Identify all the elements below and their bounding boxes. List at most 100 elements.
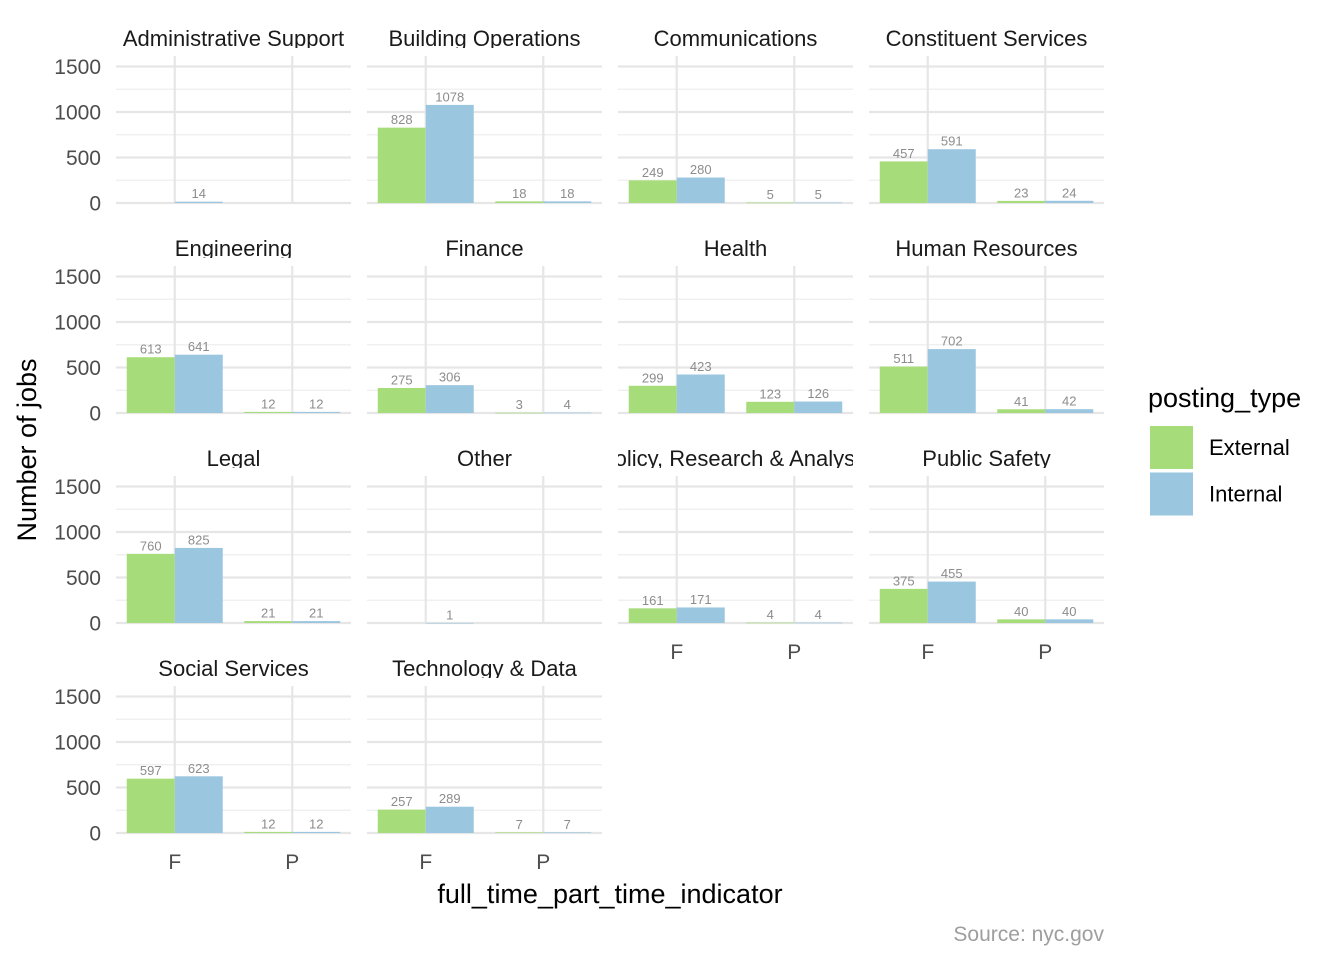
legend-item-external: External [1150,426,1290,469]
y-tick-label: 1000 [54,102,101,125]
data-label: 825 [188,532,210,547]
facet-other: Other 1 [367,446,602,625]
data-label: 4 [564,397,571,412]
facet-social-services: Social Services 0 500 1000 1500 597 623 12 12 F P [54,656,351,874]
bar-external-f [628,180,677,203]
data-label: 641 [188,339,210,354]
bar-external-p [244,411,293,413]
data-label: 591 [941,134,963,149]
bar-external-p [244,831,293,833]
x-tick-label: P [285,851,299,874]
legend-label: External [1209,435,1290,460]
y-tick-label: 1000 [54,522,101,545]
data-label: 597 [140,763,162,778]
bar-internal-f [676,607,725,623]
y-tick-label: 1500 [54,266,101,289]
data-label: 275 [391,372,413,387]
data-label: 306 [439,370,461,385]
data-label: 7 [564,817,571,832]
y-tick-label: 0 [89,613,101,636]
bar-internal-p [794,401,843,413]
facet-title: Human Resources [895,236,1077,261]
data-label: 18 [512,186,526,201]
y-tick-label: 1000 [54,312,101,335]
data-label: 24 [1062,185,1076,200]
data-label: 126 [807,386,829,401]
data-label: 289 [439,791,461,806]
facet-public-safety: Public Safety 375 455 40 40 F P [869,446,1104,664]
facet-legal: Legal 0 500 1000 1500 760 825 21 21 [54,446,351,636]
facets-layer: Administrative Support05001000150014Buil… [54,26,1104,874]
bar-external-f [126,553,175,623]
bar-external-f [126,357,175,413]
data-label: 40 [1062,604,1076,619]
x-tick-label: P [787,641,801,664]
bar-external-f [879,366,928,413]
bar-internal-f [927,581,976,623]
bar-internal-p [1045,619,1094,623]
bar-external-p [746,202,795,204]
facet-human-resources: Human Resources 511 702 41 42 [869,236,1104,415]
bar-internal-p [543,832,592,833]
x-tick-label: F [419,851,432,874]
facet-title: Policy, Research & Analysis [600,446,871,471]
facet-title: Health [704,236,768,261]
bar-internal-p [1045,200,1094,203]
facet-policy-research-analysis: Policy, Research & Analysis 161 171 4 4 F P [600,446,871,664]
data-label: 257 [391,794,413,809]
bar-internal-p [292,411,341,413]
data-label: 21 [309,606,323,621]
bar-external-p [746,401,795,413]
facet-communications: Communications 249 280 5 5 [618,26,853,205]
facet-title: Other [457,446,512,471]
data-label: 23 [1014,185,1028,200]
facet-title: Administrative Support [123,26,344,51]
bar-external-f [377,127,426,203]
data-label: 5 [815,187,822,202]
y-tick-label: 1500 [54,56,101,79]
x-tick-label: F [168,851,181,874]
facet-technology-data: Technology & Data 257 289 7 7 F P [367,656,602,874]
y-tick-label: 500 [66,777,101,800]
data-label: 12 [309,816,323,831]
data-label: 14 [192,186,206,201]
bar-internal-p [292,831,341,833]
data-label: 18 [560,186,574,201]
bar-external-f [126,778,175,833]
data-label: 299 [642,370,664,385]
bar-internal-f [676,374,725,413]
bar-internal-f [174,547,223,623]
bar-internal-f [174,354,223,413]
y-tick-label: 0 [89,403,101,426]
data-label: 511 [893,351,914,366]
data-label: 4 [767,607,774,622]
data-label: 7 [516,817,523,832]
bar-external-f [879,161,928,203]
y-axis-title: Number of jobs [12,358,42,541]
bar-external-p [746,622,795,624]
x-tick-label: P [536,851,550,874]
bar-external-f [628,385,677,413]
legend-entries: External Internal [1150,426,1290,516]
legend-swatch [1150,472,1193,516]
y-tick-label: 500 [66,147,101,170]
data-label: 623 [188,761,210,776]
facet-title: Engineering [175,236,292,261]
data-label: 760 [140,538,162,553]
y-tick-label: 1500 [54,476,101,499]
y-tick-label: 1500 [54,686,101,709]
facet-engineering: Engineering 0 500 1000 1500 613 641 12 12 [54,236,351,426]
bar-internal-p [543,412,592,414]
data-label: 249 [642,165,664,180]
bar-internal-p [794,202,843,204]
data-label: 702 [941,334,963,349]
bar-external-f [377,809,426,833]
data-label: 613 [140,342,162,357]
bar-external-p [495,201,544,203]
facet-title: Legal [207,446,261,471]
facet-health: Health 299 423 123 126 [618,236,853,415]
data-label: 457 [893,146,915,161]
data-label: 5 [767,187,774,202]
data-label: 161 [642,593,664,608]
